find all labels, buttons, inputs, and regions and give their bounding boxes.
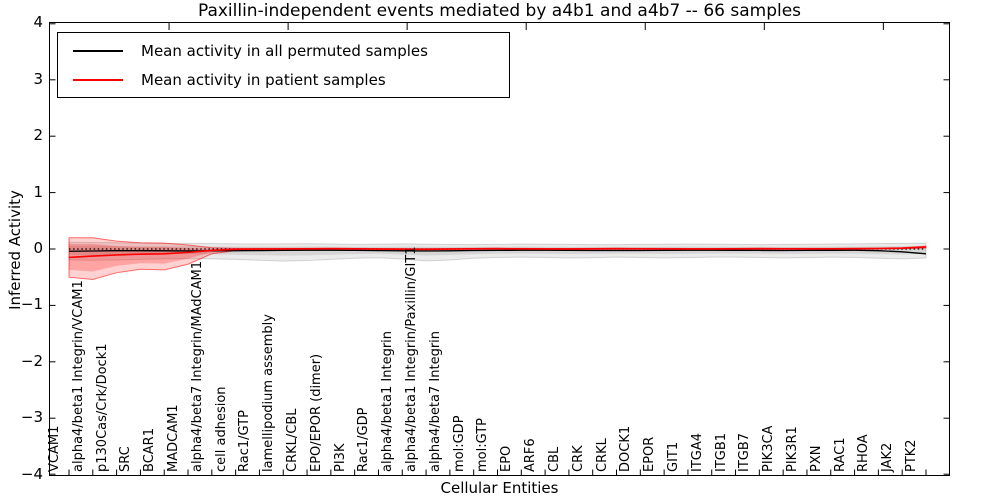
chart-canvas bbox=[50, 23, 949, 475]
x-tick-label: MADCAM1 bbox=[166, 404, 182, 472]
x-tick-label: EPO bbox=[499, 445, 515, 472]
legend-label: Mean activity in patient samples bbox=[141, 70, 386, 89]
permuted-line-swatch bbox=[73, 49, 123, 52]
x-tick-label: SRC bbox=[118, 446, 134, 472]
x-axis-label: Cellular Entities bbox=[440, 479, 559, 497]
x-tick-label: DOCK1 bbox=[618, 425, 634, 472]
y-tick-label: 0 bbox=[33, 239, 43, 257]
y-tick-label: 3 bbox=[33, 69, 43, 88]
y-tick-label: 2 bbox=[33, 126, 43, 145]
x-tick-label: alpha4/beta1 Integrin/VCAM1 bbox=[70, 280, 86, 472]
y-tick-label: −1 bbox=[20, 295, 43, 314]
y-tick-label: −2 bbox=[20, 351, 43, 370]
x-tick-label: JAK2 bbox=[880, 442, 896, 472]
legend: Mean activity in all permuted samples Me… bbox=[57, 32, 510, 98]
x-tick-label: ITGB1 bbox=[713, 432, 729, 472]
chart-title: Paxillin-independent events mediated by … bbox=[197, 1, 802, 21]
x-tick-label: ITGA4 bbox=[689, 432, 705, 472]
x-tick-label: alpha4/beta1 Integrin/Paxillin/GIT1 bbox=[404, 246, 420, 472]
patient-mean-line bbox=[68, 246, 927, 259]
x-tick-label: VCAM1 bbox=[47, 425, 62, 472]
x-tick-label: CRK bbox=[570, 445, 586, 472]
y-tick-label: 4 bbox=[33, 13, 43, 32]
x-tick-label: ITGB7 bbox=[737, 432, 753, 472]
x-tick-label: cell adhesion bbox=[213, 386, 229, 472]
x-tick-label: RHOA bbox=[856, 434, 872, 472]
y-tick-label: −4 bbox=[20, 464, 43, 483]
legend-entry-patient: Mean activity in patient samples bbox=[58, 65, 509, 94]
x-tick-label: mol:GDP bbox=[451, 415, 467, 472]
x-tick-label: PIK3CA bbox=[761, 425, 777, 472]
x-tick-label: GIT1 bbox=[665, 441, 681, 472]
y-tick-label: −3 bbox=[20, 408, 43, 427]
x-tick-label: CRKL bbox=[594, 438, 610, 472]
x-tick-label: EPOR bbox=[642, 436, 658, 472]
x-tick-label: BCAR1 bbox=[142, 428, 158, 472]
x-tick-label: lamellipodium assembly bbox=[261, 314, 277, 472]
x-tick-label: p130Cas/Crk/Dock1 bbox=[94, 343, 110, 472]
x-tick-label: PXN bbox=[808, 445, 824, 472]
x-tick-label: ARF6 bbox=[523, 438, 539, 472]
x-tick-label: PTK2 bbox=[903, 439, 919, 472]
x-tick-label: mol:GTP bbox=[475, 418, 491, 472]
x-tick-label: alpha4/beta1 Integrin bbox=[380, 330, 396, 472]
y-tick-label: 1 bbox=[33, 182, 43, 201]
x-tick-label: Rac1/GTP bbox=[237, 410, 253, 472]
x-tick-label: CBL bbox=[546, 446, 562, 472]
legend-label: Mean activity in all permuted samples bbox=[141, 41, 428, 60]
x-tick-label: PI3K bbox=[332, 443, 348, 472]
patient-line-swatch bbox=[73, 78, 123, 81]
x-tick-label: alpha4/beta7 Integrin/MAdCAM1 bbox=[189, 261, 205, 472]
x-tick-label: RAC1 bbox=[832, 437, 848, 472]
legend-entry-permuted: Mean activity in all permuted samples bbox=[58, 36, 509, 65]
x-tick-label: Rac1/GDP bbox=[356, 407, 372, 472]
x-tick-label: PIK3R1 bbox=[784, 426, 800, 472]
x-tick-label: EPO/EPOR (dimer) bbox=[308, 353, 324, 472]
x-tick-label: alpha4/beta7 Integrin bbox=[427, 330, 443, 472]
x-tick-label: CRKL/CBL bbox=[285, 408, 301, 473]
permuted-band-outer bbox=[68, 241, 927, 262]
